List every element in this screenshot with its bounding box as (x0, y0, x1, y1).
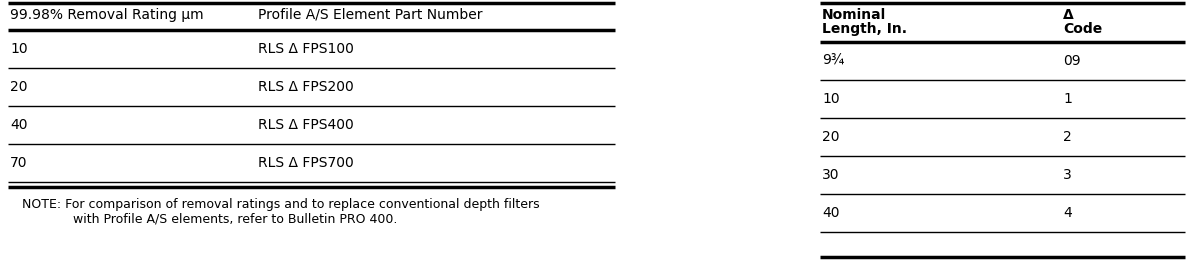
Text: Code: Code (1063, 22, 1103, 36)
Text: 10: 10 (822, 92, 840, 106)
Text: 1: 1 (1063, 92, 1072, 106)
Text: 09: 09 (1063, 54, 1081, 68)
Text: 40: 40 (822, 206, 840, 220)
Text: 9¾: 9¾ (822, 54, 845, 68)
Text: Profile A/S Element Part Number: Profile A/S Element Part Number (258, 8, 482, 22)
Text: 2: 2 (1063, 130, 1072, 144)
Text: 99.98% Removal Rating μm: 99.98% Removal Rating μm (10, 8, 204, 22)
Text: RLS Δ FPS400: RLS Δ FPS400 (258, 118, 354, 132)
Text: 70: 70 (10, 156, 28, 170)
Text: 3: 3 (1063, 168, 1072, 182)
Text: 40: 40 (10, 118, 28, 132)
Text: 20: 20 (10, 80, 28, 94)
Text: RLS Δ FPS100: RLS Δ FPS100 (258, 42, 354, 56)
Text: Length, In.: Length, In. (822, 22, 907, 36)
Text: Δ: Δ (1063, 8, 1074, 22)
Text: NOTE: For comparison of removal ratings and to replace conventional depth filter: NOTE: For comparison of removal ratings … (22, 198, 540, 211)
Text: 10: 10 (10, 42, 28, 56)
Text: Nominal: Nominal (822, 8, 887, 22)
Text: 30: 30 (822, 168, 840, 182)
Text: 20: 20 (822, 130, 840, 144)
Text: RLS Δ FPS700: RLS Δ FPS700 (258, 156, 354, 170)
Text: 4: 4 (1063, 206, 1072, 220)
Text: RLS Δ FPS200: RLS Δ FPS200 (258, 80, 354, 94)
Text: with Profile A/S elements, refer to Bulletin PRO 400.: with Profile A/S elements, refer to Bull… (73, 213, 397, 226)
